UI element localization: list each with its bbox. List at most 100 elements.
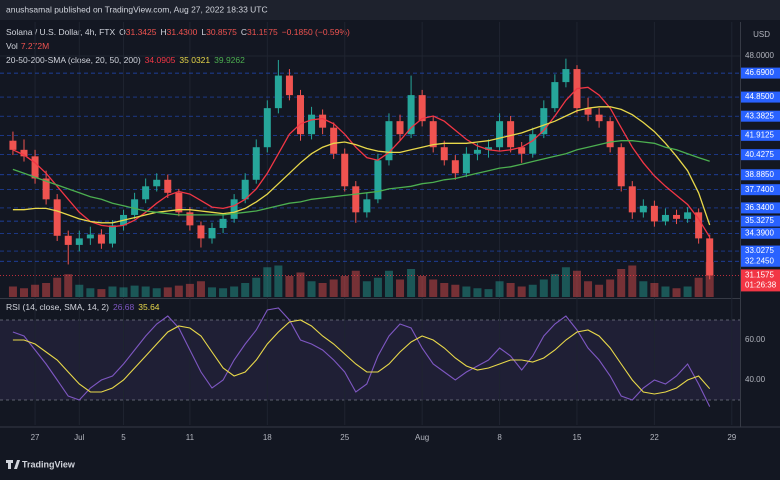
volume-bar: [31, 284, 40, 297]
volume-bar: [351, 270, 360, 297]
volume-bar: [241, 283, 250, 297]
candle-body: [31, 156, 39, 179]
candle-body: [673, 214, 681, 219]
candle-body: [418, 95, 426, 122]
candle-body: [153, 179, 161, 187]
level-label: 35.3275: [745, 216, 774, 225]
sma-name: 20-50-200-SMA (close, 20, 50, 200): [6, 55, 141, 65]
brand-name: TradingView: [22, 459, 76, 469]
volume-bar: [97, 289, 106, 297]
level-label-bg: [741, 149, 780, 161]
volume-bar: [152, 288, 161, 297]
candle-body: [208, 227, 216, 239]
ohlc-value: 31.3425: [126, 27, 157, 37]
candle-body: [142, 186, 150, 200]
footer: [0, 450, 780, 480]
candle-body: [97, 234, 105, 244]
candle-body: [507, 121, 515, 148]
level-label: 41.9125: [745, 130, 774, 139]
level-label-bg: [741, 110, 780, 122]
volume-bar: [274, 265, 283, 297]
level-label-bg: [741, 91, 780, 103]
candle-body: [385, 121, 393, 161]
volume-bar: [606, 279, 615, 297]
sma-line: [12, 106, 711, 226]
candle-body: [628, 186, 636, 213]
candle-body: [374, 160, 382, 200]
candle-body: [341, 153, 349, 187]
level-label-bg: [741, 255, 780, 267]
volume-bar: [296, 272, 305, 297]
volume-bar: [384, 270, 393, 297]
volume-legend: Vol 7.272M: [6, 41, 49, 51]
candle-body: [684, 212, 692, 219]
volume-bar: [595, 284, 604, 297]
volume-bar: [628, 265, 637, 297]
rsi-legend: RSI (14, close, SMA, 14, 2) 26.68 35.64: [6, 302, 160, 312]
level-label: 44.8500: [745, 92, 774, 101]
candle-body: [363, 199, 371, 213]
x-tick-label: 25: [340, 433, 349, 442]
rsi-name: RSI (14, close, SMA, 14, 2): [6, 302, 109, 312]
volume-bar: [329, 279, 338, 297]
level-label-bg: [741, 245, 780, 257]
volume-bar: [462, 286, 471, 297]
candle-body: [241, 179, 249, 200]
candle-body: [462, 153, 470, 174]
price-change: −0.1850 (−0.59%): [282, 27, 350, 37]
volume-bar: [683, 286, 692, 297]
candle-body: [274, 75, 282, 109]
candle-body: [440, 147, 448, 161]
volume-bar: [86, 288, 95, 297]
candle-body: [639, 205, 647, 213]
volume-bar: [252, 277, 261, 297]
candle-body: [473, 149, 481, 154]
volume-bar: [705, 262, 714, 297]
volume-bar: [119, 287, 128, 297]
rsi-line: [12, 307, 711, 407]
candle-body: [396, 121, 404, 135]
volume-bar: [418, 276, 427, 297]
volume-bar: [219, 288, 228, 297]
sma-value: 39.9262: [214, 55, 245, 65]
candle-body: [584, 108, 592, 115]
current-price-bg: [741, 269, 780, 292]
currency: USD: [753, 30, 770, 39]
volume-bar: [473, 288, 482, 297]
x-tick-label: 27: [31, 433, 40, 442]
published-note: anushsamal published on TradingView.com,…: [6, 4, 268, 14]
candle-body: [319, 114, 327, 128]
candle-body: [595, 114, 603, 122]
candle-body: [20, 149, 28, 157]
volume-bar: [307, 281, 316, 297]
y-tick-label: 48.0000: [745, 51, 774, 60]
candle-body: [230, 199, 238, 219]
volume-bar: [694, 277, 703, 297]
level-label-bg: [741, 169, 780, 181]
volume-bar: [451, 284, 460, 297]
level-label: 37.7400: [745, 185, 774, 194]
volume-bar: [75, 284, 84, 297]
x-tick-label: 22: [650, 433, 659, 442]
volume-bar: [163, 287, 172, 297]
volume-bar: [617, 269, 626, 297]
level-label: 32.2450: [745, 256, 774, 265]
level-label: 38.8850: [745, 170, 774, 179]
candle-body: [53, 199, 61, 236]
volume-bar: [429, 279, 438, 297]
brand-logo: [6, 460, 20, 469]
volume-bar: [108, 286, 117, 297]
volume-bar: [340, 276, 349, 297]
ohlc-key: O: [119, 27, 126, 37]
sma-value: 35.0321: [179, 55, 210, 65]
volume-bar: [517, 286, 526, 297]
volume-bar: [263, 267, 272, 297]
rsi-line: [12, 319, 711, 395]
volume-bar: [174, 285, 183, 297]
candle-body: [485, 147, 493, 150]
candle-body: [429, 121, 437, 148]
ohlc-key: H: [161, 27, 167, 37]
rsi-tick-label: 40.00: [745, 375, 766, 384]
